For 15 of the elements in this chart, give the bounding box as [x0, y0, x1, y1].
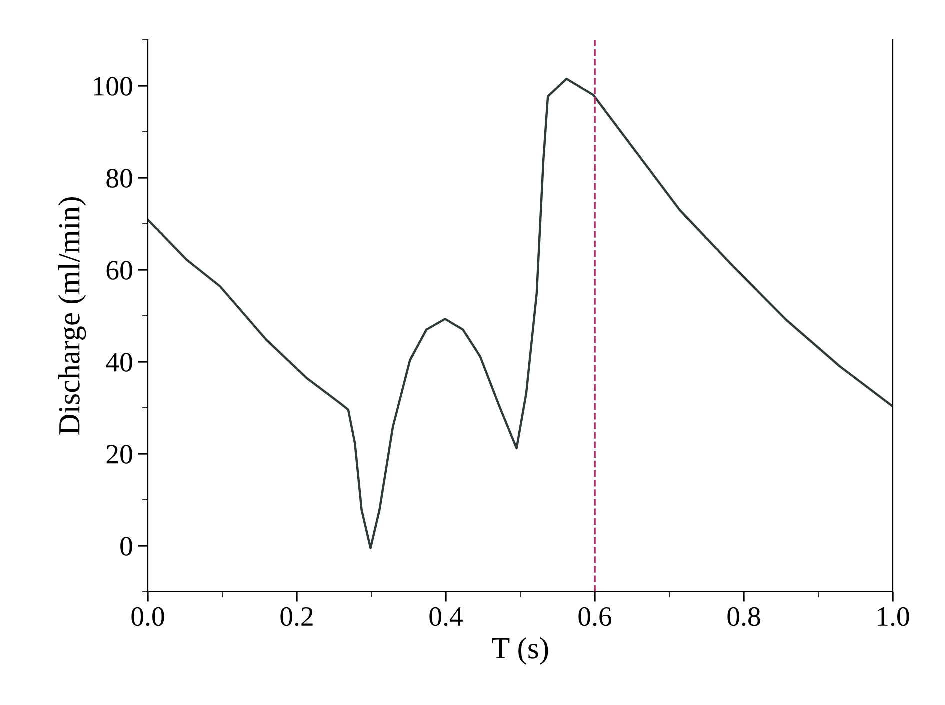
x-tick-label: 0.6	[578, 607, 612, 626]
line-series	[148, 78, 893, 550]
x-tick-label: 0.0	[132, 607, 164, 626]
y-axis-title: Discharge (ml/min)	[58, 198, 86, 435]
y-tick-label: 20	[106, 445, 132, 464]
y-tick-label: 100	[94, 77, 132, 96]
x-axis-title: T (s)	[492, 637, 548, 666]
y-tick-label: 40	[106, 353, 132, 372]
x-tick-label: 0.4	[430, 607, 463, 626]
y-tick-label: 60	[106, 261, 132, 280]
y-tick-label: 80	[106, 169, 132, 188]
y-tick-label: 0	[120, 537, 132, 556]
x-tick-label: 1.0	[878, 607, 910, 626]
x-tick-label: 0.8	[728, 607, 760, 626]
x-tick-label: 0.2	[280, 607, 313, 626]
